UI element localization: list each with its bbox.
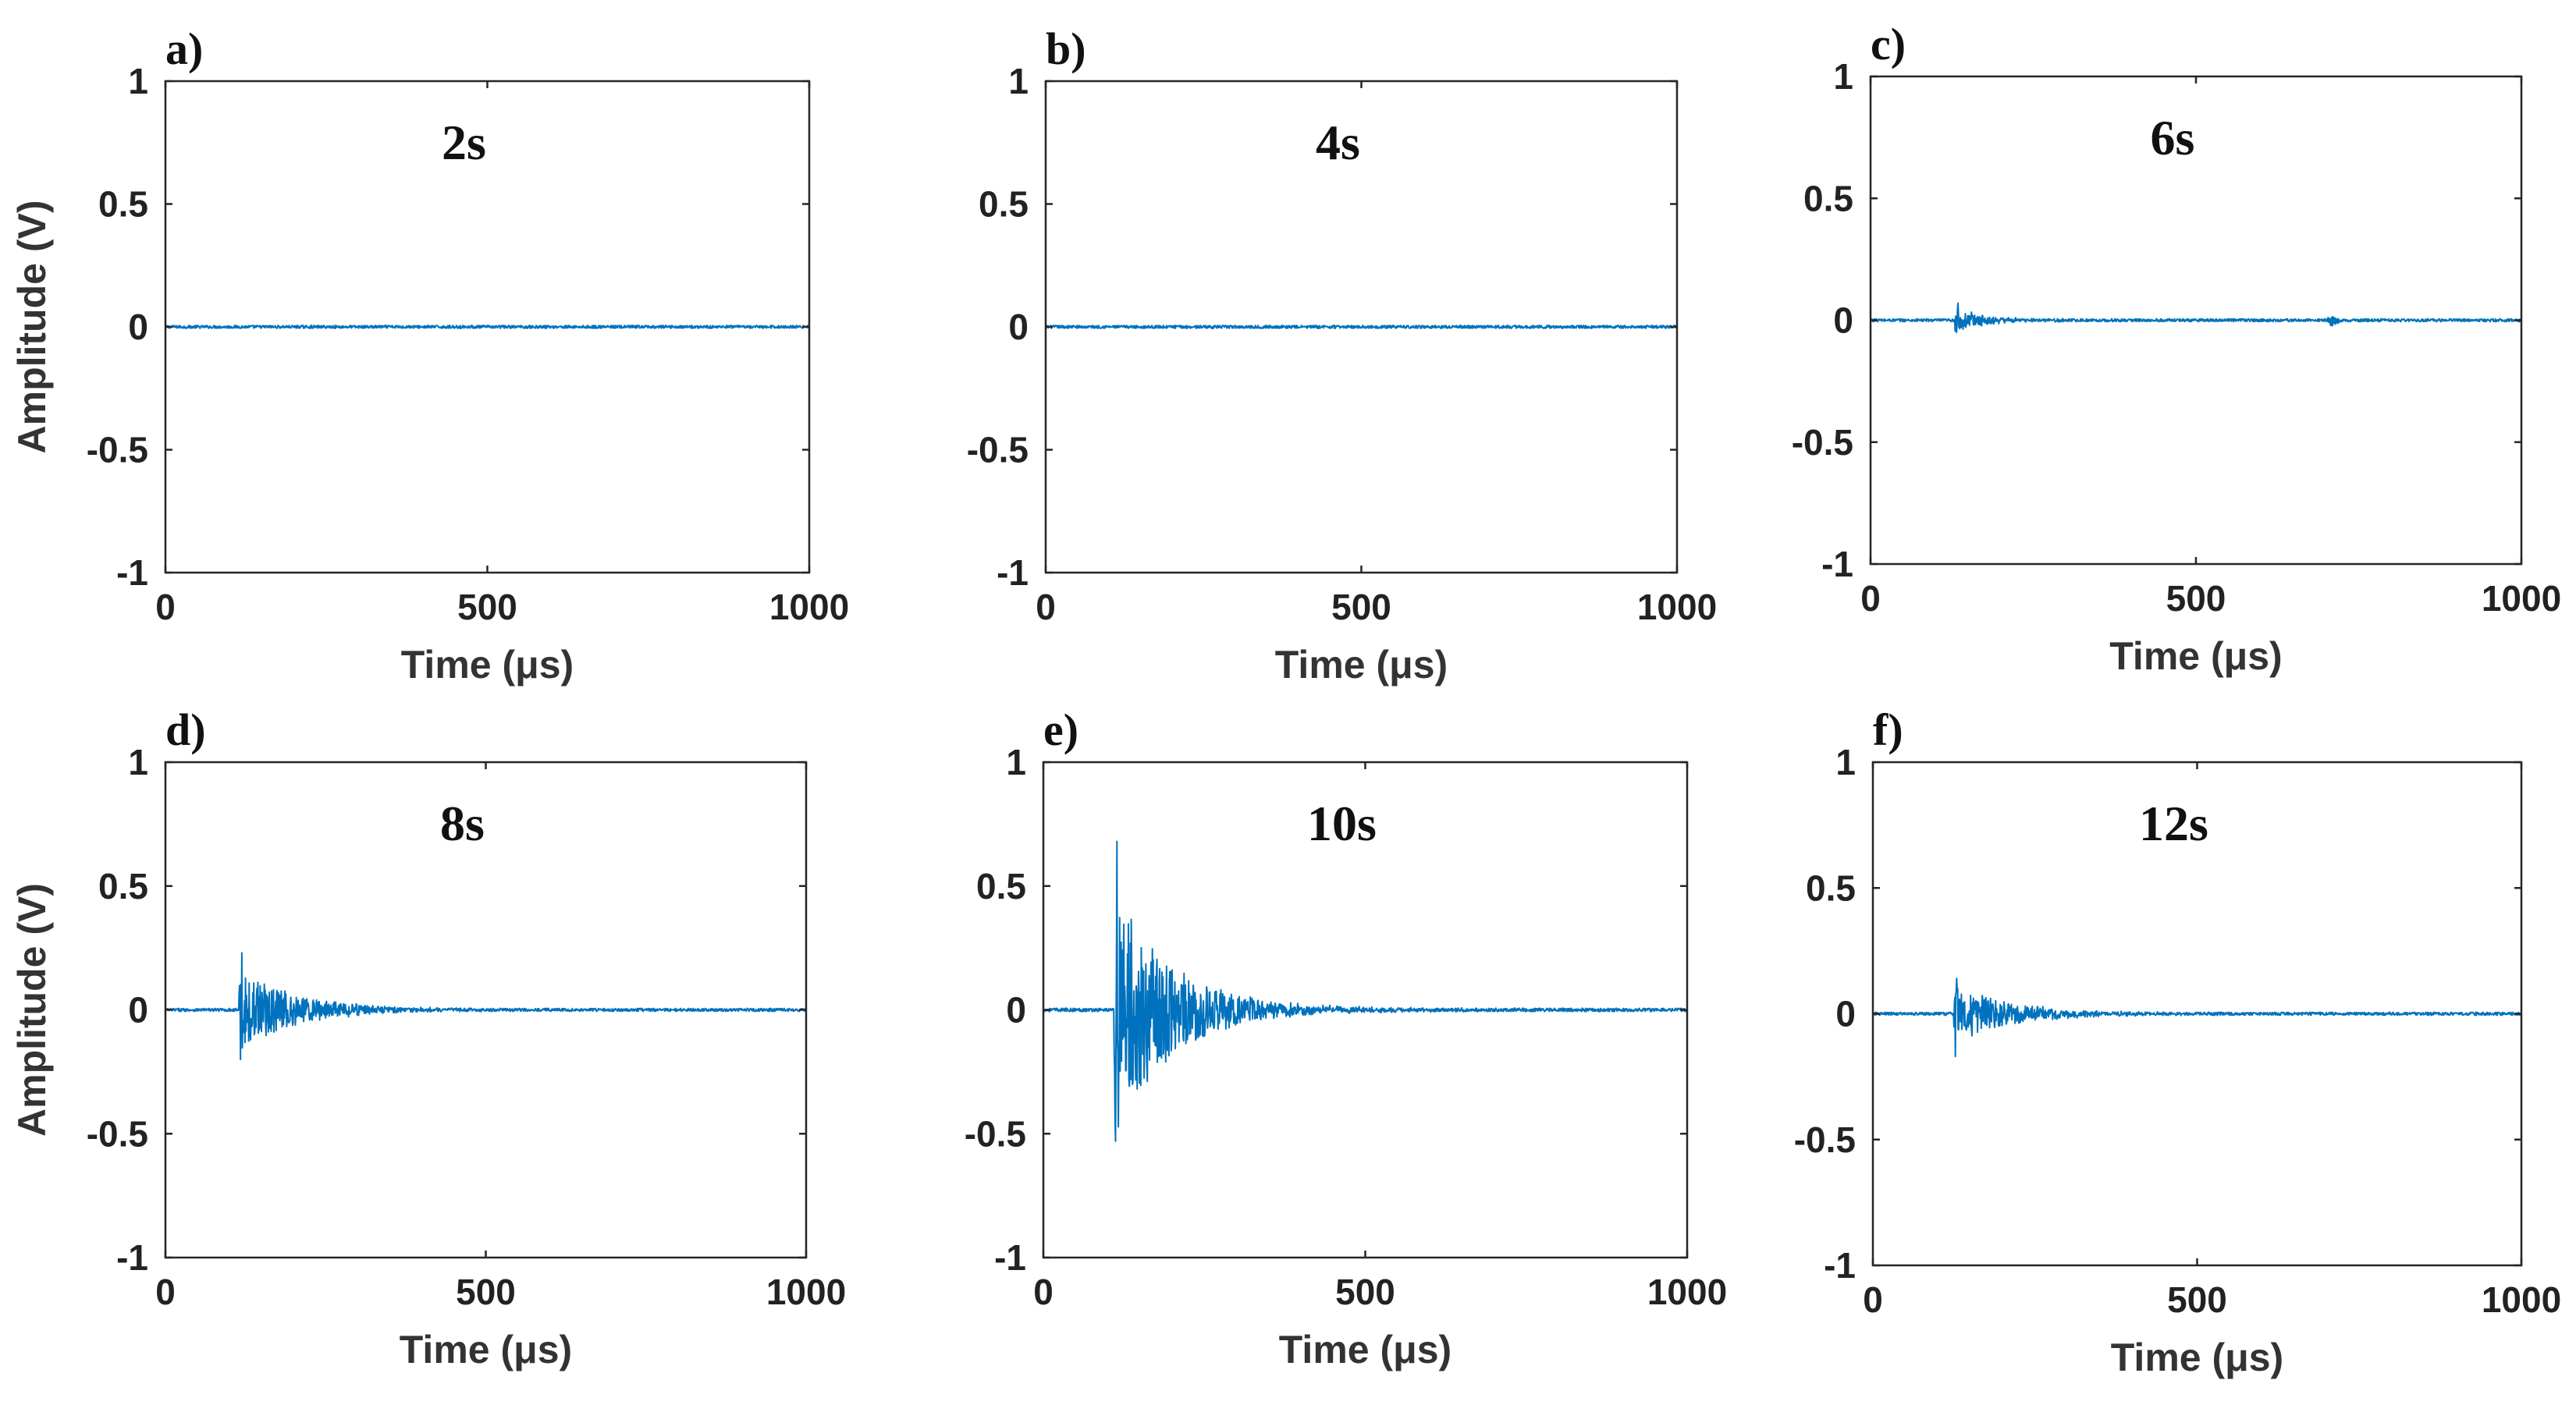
signal-trace	[165, 952, 807, 1060]
y-tick-label: 1	[128, 742, 148, 782]
x-tick-label: 1000	[1637, 587, 1717, 627]
x-tick-label: 0	[155, 587, 176, 627]
signal-trace	[1043, 840, 1688, 1142]
chart-panel-a: 0 500 1000 1 0.5 0 -0.5 -1 Time (μs) Amplitude (V…	[10, 23, 849, 687]
panel-label: f)	[1873, 704, 1903, 755]
panel-label: a)	[165, 23, 203, 74]
y-tick-label: 0	[1835, 994, 1856, 1034]
x-tick-label: 1000	[766, 1272, 846, 1312]
panel-label: c)	[1871, 19, 1906, 69]
x-axis-label: Time (μs)	[1279, 1328, 1451, 1371]
signal-trace	[1872, 977, 2522, 1058]
signal-trace	[1870, 302, 2522, 334]
y-tick-label: 0	[128, 990, 148, 1031]
y-tick-label: -0.5	[1794, 1119, 1856, 1160]
y-tick-label: 0.5	[976, 866, 1026, 907]
y-tick-label: 0.5	[98, 184, 148, 225]
y-tick-label: -0.5	[1792, 422, 1853, 463]
chart-panel-f: 0 500 1000 1 0.5 0 -0.5 -1 Time (μs) f) 12s	[1794, 704, 2561, 1379]
y-tick-label: 0	[128, 307, 148, 347]
x-tick-label: 500	[1335, 1272, 1395, 1312]
y-axis-label: Amplitude (V)	[10, 200, 54, 454]
y-tick-label: 0.5	[1806, 867, 1856, 908]
chart-panel-e: 0 500 1000 1 0.5 0 -0.5 -1 Time (μs) e) 10s	[965, 704, 1727, 1371]
panel-title: 4s	[1316, 115, 1360, 170]
y-tick-label: 1	[1835, 742, 1856, 782]
y-axis-label: Amplitude (V)	[10, 883, 54, 1137]
y-tick-label: -0.5	[967, 430, 1029, 470]
panel-title: 10s	[1307, 796, 1377, 851]
x-tick-label: 500	[456, 1272, 516, 1312]
chart-panel-c: 0 500 1000 1 0.5 0 -0.5 -1 Time (μs) c) 6s	[1792, 19, 2561, 678]
chart-panel-b: 0 500 1000 1 0.5 0 -0.5 -1 Time (μs) b) 4s	[967, 23, 1717, 687]
x-tick-label: 0	[1863, 1279, 1883, 1320]
y-tick-label: -1	[1824, 1245, 1856, 1286]
y-tick-label: 0.5	[98, 866, 148, 907]
y-tick-label: 0.5	[1803, 178, 1853, 218]
y-tick-label: 1	[1008, 61, 1029, 101]
x-tick-label: 500	[457, 587, 517, 627]
x-tick-label: 500	[1331, 587, 1391, 627]
x-tick-label: 0	[1036, 587, 1056, 627]
y-tick-label: -0.5	[87, 430, 148, 470]
x-axis-label: Time (μs)	[401, 643, 574, 687]
x-axis-label: Time (μs)	[2111, 1336, 2283, 1379]
y-tick-label: -0.5	[965, 1113, 1026, 1154]
x-axis-label: Time (μs)	[2109, 634, 2282, 678]
panel-title: 12s	[2139, 796, 2208, 851]
x-tick-label: 1000	[769, 587, 849, 627]
panel-label: e)	[1043, 704, 1078, 755]
x-tick-label: 500	[2167, 1279, 2227, 1320]
x-tick-label: 0	[1033, 1272, 1053, 1312]
panel-label: b)	[1046, 23, 1086, 74]
y-tick-label: -1	[116, 552, 148, 593]
y-tick-label: -1	[997, 552, 1029, 593]
x-tick-label: 1000	[2482, 1279, 2561, 1320]
y-tick-label: 0	[1833, 300, 1853, 341]
y-tick-label: 0	[1006, 990, 1026, 1031]
signal-trace	[1045, 325, 1678, 329]
panel-label: d)	[165, 704, 206, 755]
x-axis-label: Time (μs)	[1275, 643, 1448, 687]
x-tick-label: 1000	[2482, 578, 2561, 619]
y-tick-label: 0.5	[979, 184, 1029, 225]
y-tick-label: 0	[1008, 307, 1029, 347]
y-tick-label: -1	[116, 1237, 148, 1278]
x-tick-label: 1000	[1647, 1272, 1727, 1312]
y-tick-label: 1	[128, 61, 148, 101]
signal-trace	[165, 325, 810, 329]
panel-title: 8s	[440, 796, 485, 851]
y-tick-label: 1	[1833, 56, 1853, 97]
x-tick-label: 0	[1860, 578, 1881, 619]
y-tick-label: 1	[1006, 742, 1026, 782]
chart-panel-d: 0 500 1000 1 0.5 0 -0.5 -1 Time (μs) Amplitude (V…	[10, 704, 846, 1371]
y-tick-label: -1	[1821, 544, 1853, 584]
y-tick-label: -0.5	[87, 1113, 148, 1154]
panel-title: 2s	[442, 115, 486, 170]
y-tick-label: -1	[994, 1237, 1026, 1278]
x-tick-label: 500	[2166, 578, 2226, 619]
x-axis-label: Time (μs)	[400, 1328, 572, 1371]
panel-title: 6s	[2151, 110, 2195, 165]
x-tick-label: 0	[155, 1272, 176, 1312]
